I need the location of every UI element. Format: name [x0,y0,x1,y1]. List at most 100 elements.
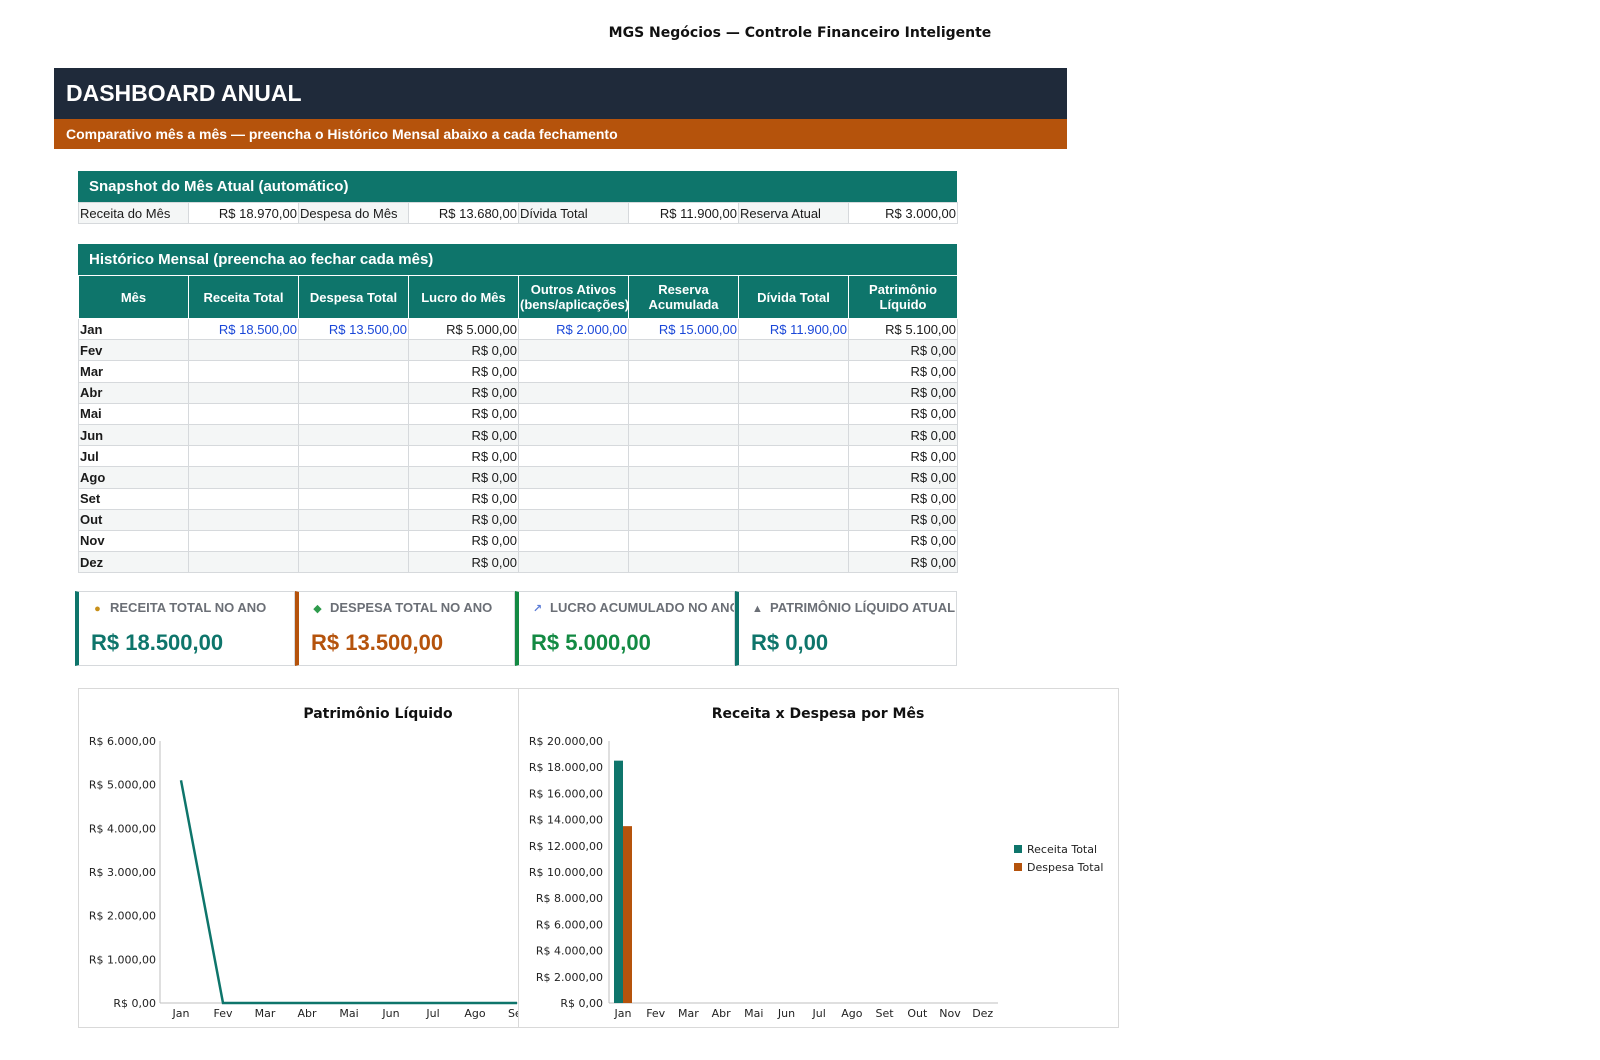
history-cell[interactable] [738,487,849,510]
snapshot-label-despesa[interactable]: Despesa do Mês [298,202,409,224]
history-cell[interactable]: R$ 5.000,00 [408,317,519,341]
history-cell[interactable] [738,551,849,574]
history-cell[interactable] [518,381,629,404]
history-cell[interactable] [188,381,299,404]
snapshot-value-despesa[interactable]: R$ 13.680,00 [408,202,519,224]
month-cell[interactable]: Set [78,487,189,510]
history-col-header[interactable]: Lucro do Mês [408,275,519,319]
month-cell[interactable]: Mai [78,402,189,425]
history-cell[interactable] [518,360,629,383]
history-cell[interactable] [738,381,849,404]
history-cell[interactable]: R$ 0,00 [408,423,519,447]
history-cell[interactable] [298,551,409,574]
month-cell[interactable]: Out [78,508,189,531]
history-cell[interactable] [738,339,849,362]
history-cell[interactable] [188,529,299,553]
history-cell[interactable]: R$ 0,00 [848,339,958,362]
history-cell[interactable]: R$ 0,00 [408,466,519,489]
snapshot-label-receita[interactable]: Receita do Mês [78,202,189,224]
history-cell[interactable] [738,466,849,489]
history-cell[interactable]: R$ 0,00 [848,466,958,489]
history-col-header[interactable]: Mês [78,275,189,319]
history-cell[interactable] [298,423,409,447]
month-cell[interactable]: Jan [78,317,189,341]
history-cell[interactable] [298,339,409,362]
history-cell[interactable] [518,466,629,489]
history-cell[interactable] [188,339,299,362]
history-cell[interactable] [518,445,629,468]
history-cell[interactable] [738,423,849,447]
history-cell[interactable] [298,466,409,489]
history-cell[interactable]: R$ 0,00 [408,360,519,383]
history-cell[interactable] [298,381,409,404]
history-cell[interactable] [188,445,299,468]
history-cell[interactable]: R$ 0,00 [408,529,519,553]
history-cell[interactable] [298,445,409,468]
history-col-header[interactable]: Dívida Total [738,275,849,319]
history-cell[interactable] [298,508,409,531]
history-cell[interactable]: R$ 0,00 [848,402,958,425]
month-cell[interactable]: Ago [78,466,189,489]
history-cell[interactable] [628,402,739,425]
month-cell[interactable]: Nov [78,529,189,553]
month-cell[interactable]: Jul [78,445,189,468]
history-cell[interactable] [628,381,739,404]
history-cell[interactable]: R$ 0,00 [848,529,958,553]
history-cell[interactable]: R$ 13.500,00 [298,317,409,341]
snapshot-value-reserva[interactable]: R$ 3.000,00 [848,202,958,224]
month-cell[interactable]: Dez [78,551,189,574]
history-cell[interactable] [628,360,739,383]
history-cell[interactable] [298,529,409,553]
history-cell[interactable]: R$ 0,00 [408,487,519,510]
history-cell[interactable]: R$ 15.000,00 [628,317,739,341]
history-cell[interactable] [188,487,299,510]
history-cell[interactable]: R$ 0,00 [848,423,958,447]
history-cell[interactable] [188,402,299,425]
history-cell[interactable]: R$ 0,00 [408,508,519,531]
history-cell[interactable]: R$ 18.500,00 [188,317,299,341]
history-cell[interactable] [518,423,629,447]
history-cell[interactable]: R$ 0,00 [848,551,958,574]
month-cell[interactable]: Jun [78,423,189,447]
history-cell[interactable] [738,529,849,553]
history-cell[interactable] [298,487,409,510]
history-cell[interactable]: R$ 0,00 [848,508,958,531]
history-cell[interactable] [188,508,299,531]
history-cell[interactable] [518,402,629,425]
history-col-header[interactable]: Despesa Total [298,275,409,319]
history-cell[interactable]: R$ 0,00 [848,445,958,468]
history-cell[interactable] [188,360,299,383]
history-cell[interactable] [628,423,739,447]
snapshot-label-reserva[interactable]: Reserva Atual [738,202,849,224]
history-cell[interactable] [738,445,849,468]
history-cell[interactable]: R$ 0,00 [408,402,519,425]
history-cell[interactable] [738,508,849,531]
month-cell[interactable]: Abr [78,381,189,404]
history-col-header[interactable]: Outros Ativos (bens/aplicações) [518,275,629,319]
history-cell[interactable] [298,360,409,383]
history-cell[interactable] [518,487,629,510]
history-cell[interactable] [518,529,629,553]
history-cell[interactable]: R$ 0,00 [848,381,958,404]
month-cell[interactable]: Mar [78,360,189,383]
history-cell[interactable]: R$ 0,00 [408,551,519,574]
history-cell[interactable] [628,445,739,468]
history-cell[interactable]: R$ 2.000,00 [518,317,629,341]
snapshot-label-divida[interactable]: Dívida Total [518,202,629,224]
history-cell[interactable] [188,466,299,489]
history-cell[interactable]: R$ 5.100,00 [848,317,958,341]
history-cell[interactable] [628,529,739,553]
history-cell[interactable]: R$ 0,00 [408,381,519,404]
history-cell[interactable] [628,466,739,489]
history-cell[interactable] [188,551,299,574]
history-cell[interactable] [628,339,739,362]
history-col-header[interactable]: Receita Total [188,275,299,319]
history-cell[interactable] [188,423,299,447]
history-cell[interactable] [628,508,739,531]
history-cell[interactable]: R$ 0,00 [408,339,519,362]
snapshot-value-receita[interactable]: R$ 18.970,00 [188,202,299,224]
history-cell[interactable] [518,508,629,531]
snapshot-value-divida[interactable]: R$ 11.900,00 [628,202,739,224]
history-cell[interactable]: R$ 0,00 [408,445,519,468]
month-cell[interactable]: Fev [78,339,189,362]
